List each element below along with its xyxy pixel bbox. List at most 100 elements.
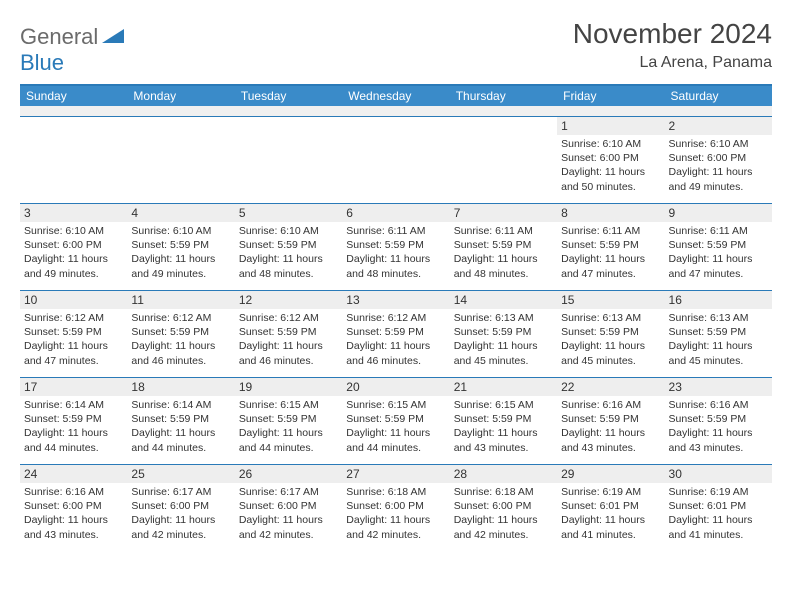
daylight-text: Daylight: 11 hours and 48 minutes. xyxy=(346,252,445,280)
sunset-text: Sunset: 6:00 PM xyxy=(131,499,230,513)
day-number: 21 xyxy=(450,378,557,396)
daylight-text: Daylight: 11 hours and 46 minutes. xyxy=(239,339,338,367)
daylight-text: Daylight: 11 hours and 48 minutes. xyxy=(239,252,338,280)
day-number: 27 xyxy=(342,465,449,483)
day-details: Sunrise: 6:11 AMSunset: 5:59 PMDaylight:… xyxy=(557,222,664,283)
day-cell: 26Sunrise: 6:17 AMSunset: 6:00 PMDayligh… xyxy=(235,465,342,551)
day-number: 10 xyxy=(20,291,127,309)
daylight-text: Daylight: 11 hours and 44 minutes. xyxy=(24,426,123,454)
spacer-row xyxy=(20,106,772,116)
sunrise-text: Sunrise: 6:10 AM xyxy=(24,224,123,238)
day-details: Sunrise: 6:13 AMSunset: 5:59 PMDaylight:… xyxy=(557,309,664,370)
sunrise-text: Sunrise: 6:15 AM xyxy=(346,398,445,412)
day-cell: 9Sunrise: 6:11 AMSunset: 5:59 PMDaylight… xyxy=(665,204,772,290)
sunrise-text: Sunrise: 6:11 AM xyxy=(454,224,553,238)
sunrise-text: Sunrise: 6:12 AM xyxy=(346,311,445,325)
daylight-text: Daylight: 11 hours and 42 minutes. xyxy=(239,513,338,541)
day-number xyxy=(127,117,234,135)
weekday-header: Monday xyxy=(127,86,234,106)
week-row: 3Sunrise: 6:10 AMSunset: 6:00 PMDaylight… xyxy=(20,203,772,290)
week-row: 1Sunrise: 6:10 AMSunset: 6:00 PMDaylight… xyxy=(20,116,772,203)
logo: General xyxy=(20,18,126,50)
sunrise-text: Sunrise: 6:13 AM xyxy=(561,311,660,325)
day-details: Sunrise: 6:19 AMSunset: 6:01 PMDaylight:… xyxy=(557,483,664,544)
day-details: Sunrise: 6:19 AMSunset: 6:01 PMDaylight:… xyxy=(665,483,772,544)
sunrise-text: Sunrise: 6:16 AM xyxy=(669,398,768,412)
day-number: 4 xyxy=(127,204,234,222)
day-details: Sunrise: 6:15 AMSunset: 5:59 PMDaylight:… xyxy=(450,396,557,457)
day-details: Sunrise: 6:10 AMSunset: 5:59 PMDaylight:… xyxy=(235,222,342,283)
day-cell: 30Sunrise: 6:19 AMSunset: 6:01 PMDayligh… xyxy=(665,465,772,551)
day-details: Sunrise: 6:14 AMSunset: 5:59 PMDaylight:… xyxy=(20,396,127,457)
sunset-text: Sunset: 6:01 PM xyxy=(669,499,768,513)
day-number: 19 xyxy=(235,378,342,396)
daylight-text: Daylight: 11 hours and 49 minutes. xyxy=(131,252,230,280)
day-number: 3 xyxy=(20,204,127,222)
day-cell: 10Sunrise: 6:12 AMSunset: 5:59 PMDayligh… xyxy=(20,291,127,377)
daylight-text: Daylight: 11 hours and 49 minutes. xyxy=(669,165,768,193)
day-number: 24 xyxy=(20,465,127,483)
day-cell: 12Sunrise: 6:12 AMSunset: 5:59 PMDayligh… xyxy=(235,291,342,377)
day-number: 1 xyxy=(557,117,664,135)
day-details: Sunrise: 6:11 AMSunset: 5:59 PMDaylight:… xyxy=(450,222,557,283)
day-details: Sunrise: 6:16 AMSunset: 5:59 PMDaylight:… xyxy=(665,396,772,457)
day-number: 18 xyxy=(127,378,234,396)
day-details: Sunrise: 6:10 AMSunset: 5:59 PMDaylight:… xyxy=(127,222,234,283)
daylight-text: Daylight: 11 hours and 41 minutes. xyxy=(561,513,660,541)
sunrise-text: Sunrise: 6:14 AM xyxy=(131,398,230,412)
day-details: Sunrise: 6:12 AMSunset: 5:59 PMDaylight:… xyxy=(20,309,127,370)
daylight-text: Daylight: 11 hours and 43 minutes. xyxy=(24,513,123,541)
sunset-text: Sunset: 5:59 PM xyxy=(24,412,123,426)
day-cell: 15Sunrise: 6:13 AMSunset: 5:59 PMDayligh… xyxy=(557,291,664,377)
day-details: Sunrise: 6:14 AMSunset: 5:59 PMDaylight:… xyxy=(127,396,234,457)
sunset-text: Sunset: 5:59 PM xyxy=(561,412,660,426)
sunrise-text: Sunrise: 6:11 AM xyxy=(669,224,768,238)
day-cell xyxy=(342,117,449,203)
sunset-text: Sunset: 5:59 PM xyxy=(131,238,230,252)
day-details: Sunrise: 6:12 AMSunset: 5:59 PMDaylight:… xyxy=(235,309,342,370)
day-number: 30 xyxy=(665,465,772,483)
day-cell: 4Sunrise: 6:10 AMSunset: 5:59 PMDaylight… xyxy=(127,204,234,290)
daylight-text: Daylight: 11 hours and 43 minutes. xyxy=(669,426,768,454)
sunrise-text: Sunrise: 6:10 AM xyxy=(669,137,768,151)
weekday-header: Thursday xyxy=(450,86,557,106)
sunset-text: Sunset: 5:59 PM xyxy=(561,325,660,339)
day-cell: 17Sunrise: 6:14 AMSunset: 5:59 PMDayligh… xyxy=(20,378,127,464)
day-cell xyxy=(20,117,127,203)
day-cell: 2Sunrise: 6:10 AMSunset: 6:00 PMDaylight… xyxy=(665,117,772,203)
sunset-text: Sunset: 6:00 PM xyxy=(24,499,123,513)
day-cell: 21Sunrise: 6:15 AMSunset: 5:59 PMDayligh… xyxy=(450,378,557,464)
day-details: Sunrise: 6:16 AMSunset: 5:59 PMDaylight:… xyxy=(557,396,664,457)
day-cell: 8Sunrise: 6:11 AMSunset: 5:59 PMDaylight… xyxy=(557,204,664,290)
day-cell: 28Sunrise: 6:18 AMSunset: 6:00 PMDayligh… xyxy=(450,465,557,551)
day-cell: 25Sunrise: 6:17 AMSunset: 6:00 PMDayligh… xyxy=(127,465,234,551)
daylight-text: Daylight: 11 hours and 50 minutes. xyxy=(561,165,660,193)
logo-text-gray: General xyxy=(20,24,98,50)
day-cell xyxy=(127,117,234,203)
calendar-page: General November 2024 La Arena, Panama B… xyxy=(0,0,792,569)
sunset-text: Sunset: 5:59 PM xyxy=(24,325,123,339)
sunrise-text: Sunrise: 6:11 AM xyxy=(346,224,445,238)
day-number: 22 xyxy=(557,378,664,396)
day-cell: 18Sunrise: 6:14 AMSunset: 5:59 PMDayligh… xyxy=(127,378,234,464)
day-details: Sunrise: 6:10 AMSunset: 6:00 PMDaylight:… xyxy=(20,222,127,283)
day-number: 11 xyxy=(127,291,234,309)
sunset-text: Sunset: 5:59 PM xyxy=(454,238,553,252)
day-details: Sunrise: 6:18 AMSunset: 6:00 PMDaylight:… xyxy=(450,483,557,544)
sunrise-text: Sunrise: 6:19 AM xyxy=(669,485,768,499)
day-number: 16 xyxy=(665,291,772,309)
daylight-text: Daylight: 11 hours and 47 minutes. xyxy=(561,252,660,280)
daylight-text: Daylight: 11 hours and 41 minutes. xyxy=(669,513,768,541)
sunset-text: Sunset: 5:59 PM xyxy=(239,238,338,252)
day-number: 9 xyxy=(665,204,772,222)
day-cell: 19Sunrise: 6:15 AMSunset: 5:59 PMDayligh… xyxy=(235,378,342,464)
day-number: 20 xyxy=(342,378,449,396)
week-row: 24Sunrise: 6:16 AMSunset: 6:00 PMDayligh… xyxy=(20,464,772,551)
day-cell: 16Sunrise: 6:13 AMSunset: 5:59 PMDayligh… xyxy=(665,291,772,377)
day-number: 25 xyxy=(127,465,234,483)
day-details: Sunrise: 6:12 AMSunset: 5:59 PMDaylight:… xyxy=(127,309,234,370)
day-number xyxy=(235,117,342,135)
sunset-text: Sunset: 5:59 PM xyxy=(454,412,553,426)
day-cell: 29Sunrise: 6:19 AMSunset: 6:01 PMDayligh… xyxy=(557,465,664,551)
sunrise-text: Sunrise: 6:14 AM xyxy=(24,398,123,412)
